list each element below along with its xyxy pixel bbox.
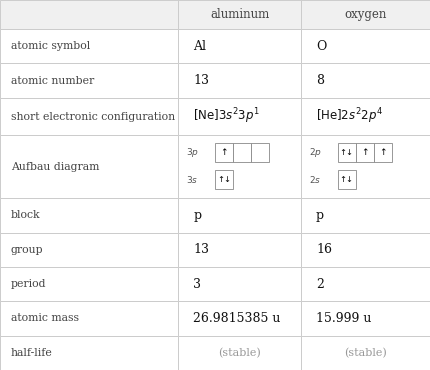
Text: 2$p$: 2$p$ bbox=[309, 146, 322, 159]
Text: atomic symbol: atomic symbol bbox=[11, 41, 90, 51]
Text: 26.9815385 u: 26.9815385 u bbox=[194, 312, 281, 325]
Bar bbox=[301, 29, 430, 64]
Bar bbox=[301, 267, 430, 301]
Text: 13: 13 bbox=[194, 243, 209, 256]
Bar bbox=[178, 198, 301, 232]
Bar bbox=[338, 143, 356, 162]
Text: [He]2$s^2$2$p^4$: [He]2$s^2$2$p^4$ bbox=[316, 107, 383, 127]
Text: p: p bbox=[194, 209, 202, 222]
Bar bbox=[0, 232, 178, 267]
Text: Al: Al bbox=[194, 40, 206, 53]
Bar bbox=[0, 336, 178, 370]
Bar bbox=[178, 0, 301, 29]
Text: oxygen: oxygen bbox=[344, 8, 387, 21]
Text: 15.999 u: 15.999 u bbox=[316, 312, 372, 325]
Text: (stable): (stable) bbox=[344, 348, 387, 358]
Text: short electronic configuration: short electronic configuration bbox=[11, 112, 175, 122]
Bar bbox=[178, 29, 301, 64]
Bar bbox=[0, 0, 178, 29]
Bar bbox=[301, 64, 430, 98]
Bar bbox=[301, 0, 430, 29]
Text: Aufbau diagram: Aufbau diagram bbox=[11, 162, 99, 172]
Bar bbox=[178, 336, 301, 370]
Text: atomic number: atomic number bbox=[11, 76, 94, 86]
Bar bbox=[374, 143, 392, 162]
Text: ↑: ↑ bbox=[361, 148, 369, 157]
Bar bbox=[0, 64, 178, 98]
Bar bbox=[338, 170, 356, 189]
Bar bbox=[0, 198, 178, 232]
Bar bbox=[0, 267, 178, 301]
Bar bbox=[178, 98, 301, 135]
Bar bbox=[178, 267, 301, 301]
Text: [Ne]3$s^2$3$p^1$: [Ne]3$s^2$3$p^1$ bbox=[194, 107, 261, 127]
Text: ↑↓: ↑↓ bbox=[340, 175, 353, 184]
Text: ↑: ↑ bbox=[220, 148, 228, 157]
Bar bbox=[0, 135, 178, 198]
Bar bbox=[178, 64, 301, 98]
Text: 3$p$: 3$p$ bbox=[186, 146, 199, 159]
Bar bbox=[0, 98, 178, 135]
Bar bbox=[178, 232, 301, 267]
Text: block: block bbox=[11, 210, 40, 220]
Text: group: group bbox=[11, 245, 43, 255]
Bar bbox=[178, 135, 301, 198]
Text: 3$s$: 3$s$ bbox=[186, 174, 198, 185]
Text: ↑↓: ↑↓ bbox=[340, 148, 353, 157]
Text: aluminum: aluminum bbox=[210, 8, 269, 21]
Bar bbox=[301, 301, 430, 336]
Text: 3: 3 bbox=[194, 278, 202, 290]
Text: half-life: half-life bbox=[11, 348, 52, 358]
Text: 8: 8 bbox=[316, 74, 324, 87]
Bar bbox=[215, 170, 233, 189]
Text: 2: 2 bbox=[316, 278, 324, 290]
Bar bbox=[215, 143, 233, 162]
Text: 16: 16 bbox=[316, 243, 332, 256]
Bar bbox=[301, 232, 430, 267]
Text: (stable): (stable) bbox=[218, 348, 261, 358]
Text: p: p bbox=[316, 209, 324, 222]
Bar bbox=[251, 143, 269, 162]
Text: atomic mass: atomic mass bbox=[11, 313, 79, 323]
Bar bbox=[301, 198, 430, 232]
Bar bbox=[178, 301, 301, 336]
Text: 13: 13 bbox=[194, 74, 209, 87]
Bar bbox=[301, 135, 430, 198]
Text: ↑↓: ↑↓ bbox=[217, 175, 231, 184]
Bar bbox=[0, 301, 178, 336]
Bar bbox=[301, 336, 430, 370]
Text: O: O bbox=[316, 40, 326, 53]
Bar bbox=[233, 143, 251, 162]
Text: ↑: ↑ bbox=[379, 148, 387, 157]
Bar bbox=[301, 98, 430, 135]
Text: 2$s$: 2$s$ bbox=[309, 174, 321, 185]
Bar bbox=[356, 143, 374, 162]
Bar bbox=[0, 29, 178, 64]
Text: period: period bbox=[11, 279, 46, 289]
